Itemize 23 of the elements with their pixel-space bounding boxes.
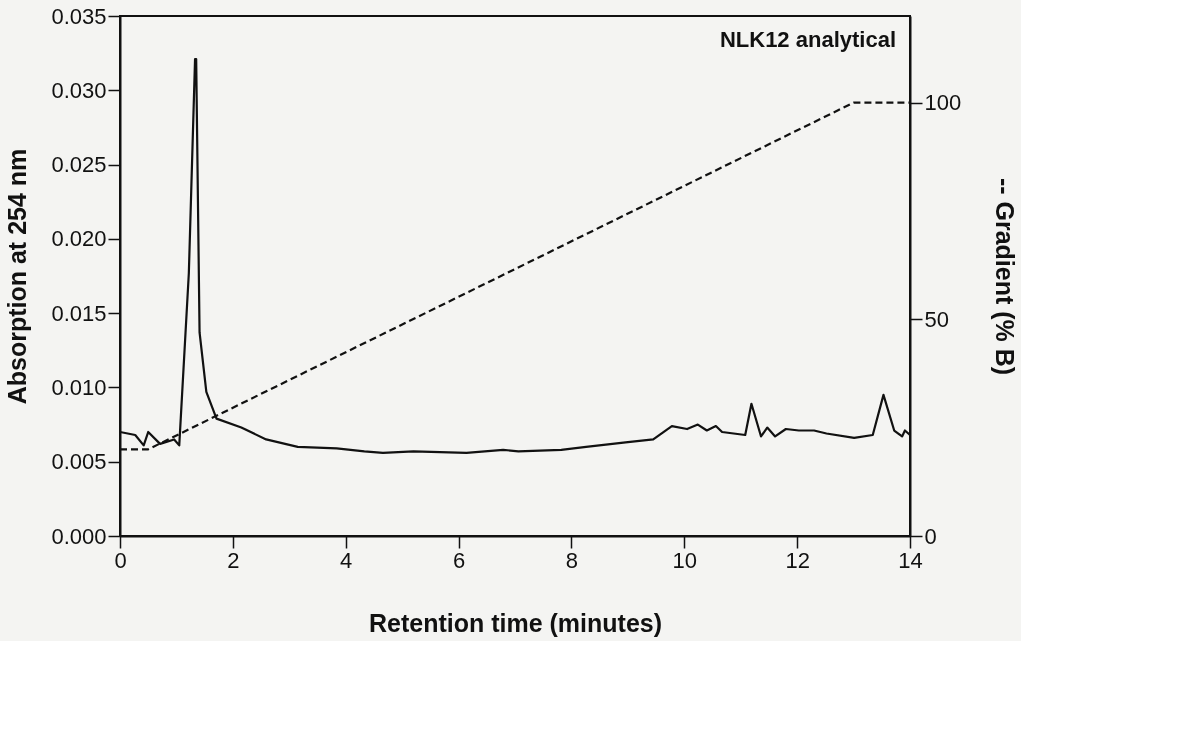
- x-tick-label: 6: [452, 547, 466, 573]
- y-axis-title: Absorption at 254 nm: [3, 148, 32, 405]
- y2-tick-label: 0: [924, 523, 937, 549]
- annotation: NLK12 analytical: [719, 27, 896, 52]
- y-tick-label: 0.020: [51, 226, 107, 252]
- y-tick-label: 0.030: [51, 77, 107, 103]
- x-tick-label: 8: [565, 547, 579, 573]
- y2-tick-label: 50: [924, 306, 949, 332]
- y2-tick-label: 100: [924, 90, 962, 116]
- x-tick-label: 2: [227, 547, 240, 573]
- y-tick-label: 0.015: [51, 300, 107, 326]
- x-tick-label: 4: [340, 547, 353, 573]
- y-tick-label: 0.005: [51, 449, 107, 475]
- x-tick-label: 10: [672, 547, 698, 573]
- y-tick-label: 0.000: [51, 523, 107, 549]
- x-tick-label: 12: [785, 547, 810, 573]
- x-axis-title: Retention time (minutes): [368, 608, 663, 637]
- y2-axis-title: -- Gradient (% B): [991, 177, 1020, 376]
- y-tick-label: 0.010: [51, 374, 107, 400]
- x-tick-label: 14: [898, 547, 923, 573]
- x-tick-label: 0: [114, 547, 127, 573]
- y-tick-label: 0.035: [51, 3, 107, 29]
- y-tick-label: 0.025: [51, 152, 107, 178]
